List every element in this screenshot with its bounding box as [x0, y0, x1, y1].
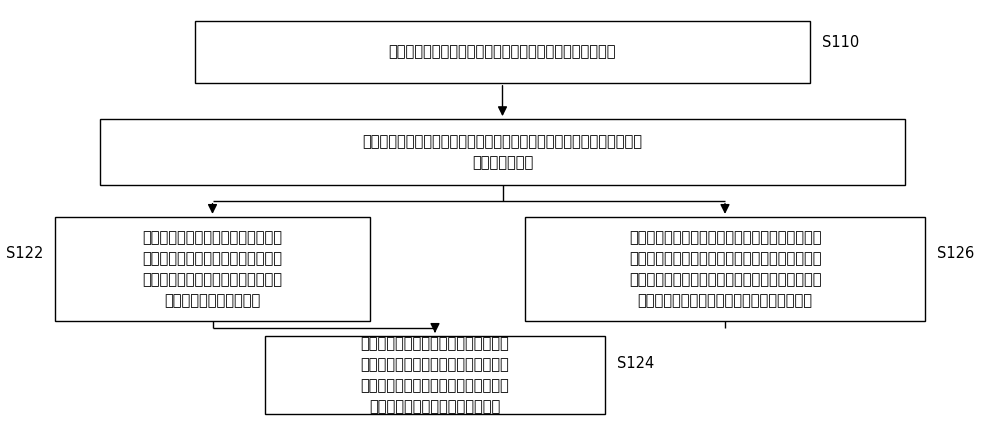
FancyBboxPatch shape: [100, 119, 905, 185]
FancyBboxPatch shape: [195, 21, 810, 83]
FancyBboxPatch shape: [55, 217, 370, 321]
Text: 若当前环境湿度或未来预设时间内的平
均湿度大于或等于第二预设湿度值且小
于第三预设湿度值，则根据第一预设频
率调节条件增大压缩机的运行频率: 若当前环境湿度或未来预设时间内的平 均湿度大于或等于第二预设湿度值且小 于第三预…: [361, 336, 509, 414]
Text: 若当前环境湿度或未来预设时间内的平均湿度大于
或等于第三预设湿度值且小于或等于第四预设湿度
值，则根据第二预设频率调节条件增大压缩机的运
行频率，且开启压缩机的: 若当前环境湿度或未来预设时间内的平均湿度大于 或等于第三预设湿度值且小于或等于第…: [629, 230, 821, 308]
Text: S110: S110: [822, 35, 859, 50]
Text: S122: S122: [6, 246, 43, 261]
FancyBboxPatch shape: [525, 217, 925, 321]
Text: S126: S126: [937, 246, 974, 261]
FancyBboxPatch shape: [265, 336, 605, 414]
Text: S124: S124: [617, 356, 654, 371]
Text: 若当前环境湿度或未来预设时间内的
平均湿度大于或等于第一预设湿度值
且小于第二预设湿度值，则开启压缩
机的电加热装置进行加热: 若当前环境湿度或未来预设时间内的 平均湿度大于或等于第一预设湿度值 且小于第二预…: [143, 230, 283, 308]
Text: 当压缩机的运行参数、温度数据以及所处环境的天气参数符合预设的进入
防潮模式条件时: 当压缩机的运行参数、温度数据以及所处环境的天气参数符合预设的进入 防潮模式条件时: [363, 134, 642, 170]
Text: 获取压缩机的运行参数、温度数据以及所处环境的天气参数: 获取压缩机的运行参数、温度数据以及所处环境的天气参数: [389, 45, 616, 60]
